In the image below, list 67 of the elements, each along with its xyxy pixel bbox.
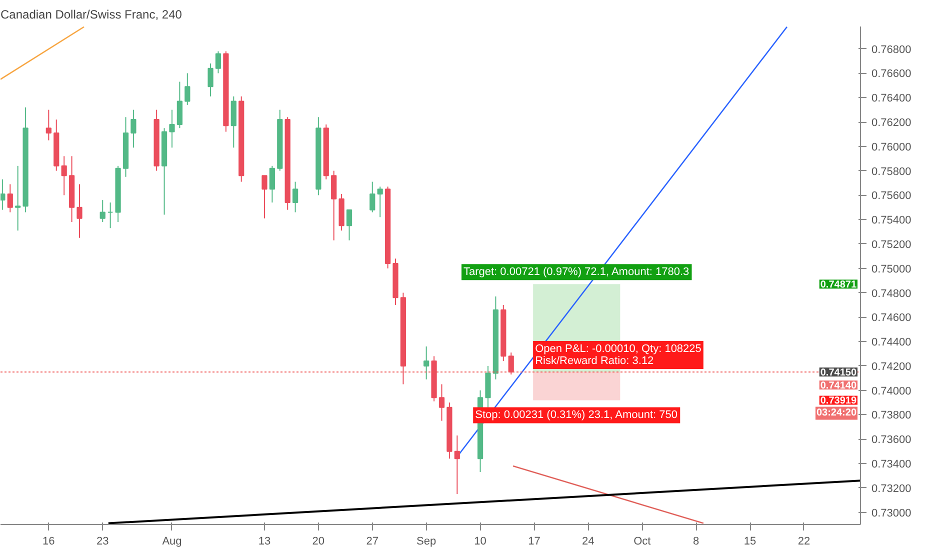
candlestick — [454, 434, 460, 495]
annotation: 03:24:20 — [816, 408, 857, 419]
candlestick — [331, 170, 337, 241]
x-tick-label: 15 — [744, 536, 756, 548]
x-tick-label: 20 — [312, 536, 325, 548]
x-tick-label: Aug — [162, 536, 182, 548]
candlestick — [61, 156, 67, 196]
candlestick — [130, 109, 136, 148]
candlestick — [269, 165, 275, 203]
y-tick-label: 0.75800 — [872, 166, 912, 178]
x-tick-label: 24 — [582, 536, 594, 548]
candlestick — [370, 181, 376, 213]
y-tick-label: 0.73600 — [872, 434, 912, 446]
candlestick — [100, 200, 106, 223]
y-tick-label: 0.76600 — [872, 68, 912, 80]
y-tick-label: 0.73000 — [872, 507, 912, 520]
x-tick-label: 10 — [474, 536, 486, 548]
candlestick — [292, 181, 298, 213]
y-tick-label: 0.73800 — [872, 410, 912, 422]
annotation: Stop: 0.00231 (0.31%) 23.1, Amount: 750 — [475, 409, 678, 422]
y-tick-label: 0.74800 — [872, 288, 912, 300]
candlestick — [15, 165, 21, 232]
candlestick — [377, 186, 383, 218]
annotation: 0.73919 — [820, 396, 857, 407]
x-tick-label: Oct — [634, 536, 651, 548]
annotation: Open P&L: -0.00010, Qty: 108225 Risk/Reward Ratio: 3.12 — [535, 343, 702, 368]
y-tick-label: 0.73200 — [872, 482, 912, 495]
x-tick-label: 8 — [693, 536, 700, 548]
x-tick-label: 17 — [528, 536, 540, 548]
x-tick-label: 22 — [798, 536, 810, 548]
candlestick — [208, 62, 214, 97]
candlestick — [424, 346, 430, 380]
annotation: Target: 0.00721 (0.97%) 72.1, Amount: 1780.3 — [463, 266, 690, 278]
candlestick — [7, 184, 13, 213]
candlestick — [262, 175, 268, 219]
annotation: 0.74871 — [820, 280, 857, 291]
candlestick — [184, 72, 190, 106]
y-tick-label: 0.74400 — [872, 336, 912, 349]
candlestick — [46, 109, 52, 141]
y-tick-label: 0.75400 — [872, 214, 912, 227]
y-tick-label: 0.76200 — [872, 117, 912, 129]
y-tick-label: 0.74600 — [872, 312, 912, 324]
y-tick-label: 0.75000 — [872, 263, 912, 276]
x-tick-label: 27 — [366, 536, 379, 548]
y-tick-label: 0.76000 — [872, 141, 912, 154]
candlestick — [0, 178, 6, 210]
x-tick-label: Sep — [416, 536, 436, 548]
y-tick-label: 0.73400 — [872, 458, 912, 471]
y-tick-label: 0.74200 — [872, 360, 912, 373]
annotation: 0.74140 — [820, 380, 857, 392]
ref-line-label: 0.74150 — [820, 368, 857, 379]
x-tick-label: 16 — [42, 536, 55, 548]
y-tick-label: 0.75600 — [872, 190, 912, 202]
y-tick-label: 0.76800 — [872, 44, 912, 56]
candlestick — [169, 109, 175, 148]
candlestick — [108, 202, 114, 229]
candlestick — [346, 209, 352, 241]
candlestick — [76, 184, 82, 238]
candlestick — [176, 81, 183, 129]
candlestick — [215, 50, 222, 74]
x-tick-label: 13 — [258, 536, 271, 548]
y-tick-label: 0.75200 — [872, 238, 912, 251]
candlestick — [438, 384, 445, 422]
chart-title: Canadian Dollar/Swiss Franc, 240 — [0, 8, 182, 22]
y-tick-label: 0.76400 — [872, 92, 912, 105]
x-tick-label: 23 — [96, 536, 109, 548]
y-tick-label: 0.74000 — [872, 385, 912, 398]
